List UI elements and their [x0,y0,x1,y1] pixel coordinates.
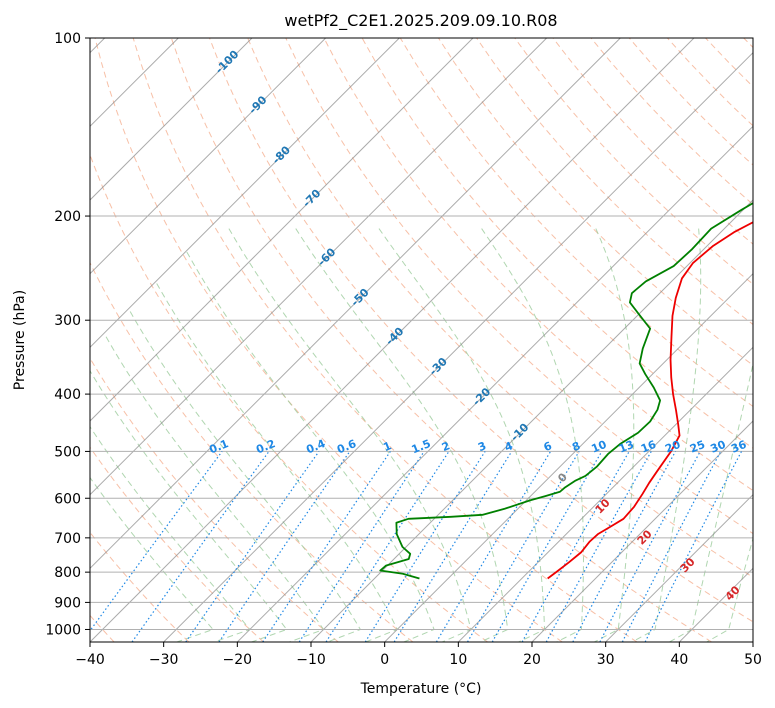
isotherm-line [90,38,548,496]
moist-adiabat [129,311,362,642]
moist-adiabat [186,251,435,642]
x-tick-label: −30 [149,652,179,668]
y-tick-label: 100 [54,31,81,47]
isotherm-line [90,38,474,422]
y-tick-label: 400 [54,387,81,403]
dry-adiabat [209,38,753,623]
moist-adiabat [706,536,753,642]
mixing-ratio-line [262,451,391,642]
x-tick-label: 30 [597,652,615,668]
mixing-ratio-label: 16 [639,438,658,456]
mixing-ratio-label: 8 [570,439,582,454]
axis-ticks: −40 −30 −20 −10 0 10 20 30 40 50 100 200 300 400 500 60… [45,31,762,668]
mixing-ratio-line [325,451,450,642]
mixing-ratio-line [218,451,351,642]
mixing-ratio-label: 3 [476,439,488,454]
moist-adiabat [295,228,509,642]
mixing-ratio-line [185,451,320,642]
x-tick-label: −10 [296,652,326,668]
dry-adiabat [247,38,753,578]
y-tick-label: 1000 [45,622,81,638]
dry-adiabat [514,38,753,285]
y-tick-label: 900 [54,595,81,611]
moist-adiabat [481,228,584,642]
x-tick-label: 0 [380,652,389,668]
chart-title: wetPf2_C2E1.2025.209.09.10.R08 [284,11,557,31]
mixing-ratio-line [521,451,630,642]
y-tick-label: 200 [54,209,81,225]
mixing-ratio-label: 13 [617,438,636,456]
x-tick-label: −20 [223,652,253,668]
moist-adiabat [228,228,472,642]
moist-adiabat [378,228,546,642]
plot-frame [89,37,754,643]
dry-adiabat [476,38,753,326]
isotherm-line [236,125,753,642]
mixing-ratio-label: 20 [663,438,682,456]
y-tick-label: 500 [54,444,81,460]
dry-adiabat [94,38,563,642]
isotherm-line [90,38,695,642]
x-axis-title: Temperature (°C) [360,681,482,697]
y-tick-label: 700 [54,531,81,547]
mixing-ratio-line [572,451,677,642]
plot-grid [90,38,753,642]
x-tick-label: 50 [744,652,762,668]
dry-adiabat [285,38,753,535]
isotherm-line [90,38,327,275]
moist-adiabat [90,476,214,642]
mixing-ratio-line [131,451,270,642]
mixing-ratio-label: 1 [381,439,393,454]
y-tick-label: 600 [54,491,81,507]
dry-adiabat [90,261,414,642]
isotherm-line [605,493,753,642]
isotherm-line [310,199,753,642]
moist-adiabat [631,228,702,642]
x-tick-label: 40 [670,652,688,668]
mixing-ratio-label: 2 [440,439,452,454]
mixing-ratio-line [644,451,743,642]
dry-adiabat [90,446,264,642]
moist-adiabat [156,283,398,642]
mixing-ratio-line [90,451,223,632]
mixing-ratio-label: 36 [729,438,748,456]
isotherm-line [90,38,621,570]
mixing-ratio-label: 25 [688,438,707,456]
moist-adiabat [90,425,251,642]
mixing-ratio-line [393,451,513,642]
plot-series [379,202,753,580]
dry-adiabat [90,357,339,642]
moist-adiabat [594,228,635,642]
mixing-ratio-line [621,451,722,642]
mixing-ratio-line [298,451,425,642]
isotherm-line [384,272,753,642]
isotherm-line [457,346,753,642]
y-axis-title: Pressure (hPa) [12,290,28,390]
x-tick-label: −40 [75,652,105,668]
mixing-ratio-label: 10 [589,438,608,456]
isotherm-line [531,420,753,642]
isotherm-line [752,641,753,642]
dry-adiabat [170,38,712,642]
moist-adiabat [669,361,753,642]
y-tick-label: 300 [54,313,81,329]
isotherm-line [90,38,253,201]
temperature-profile [547,221,753,580]
isotherm-line [90,38,400,349]
y-tick-label: 800 [54,565,81,581]
mixing-ratio-label: 30 [708,438,727,456]
x-tick-label: 10 [449,652,467,668]
moist-adiabat [105,336,325,642]
dry-adiabat [132,38,638,642]
dry-adiabat [323,38,753,492]
plot-background [90,38,753,642]
mixing-ratio-line [545,451,652,642]
dewpoint-profile [379,202,753,580]
x-tick-label: 20 [523,652,541,668]
isotherm-line [163,51,753,642]
